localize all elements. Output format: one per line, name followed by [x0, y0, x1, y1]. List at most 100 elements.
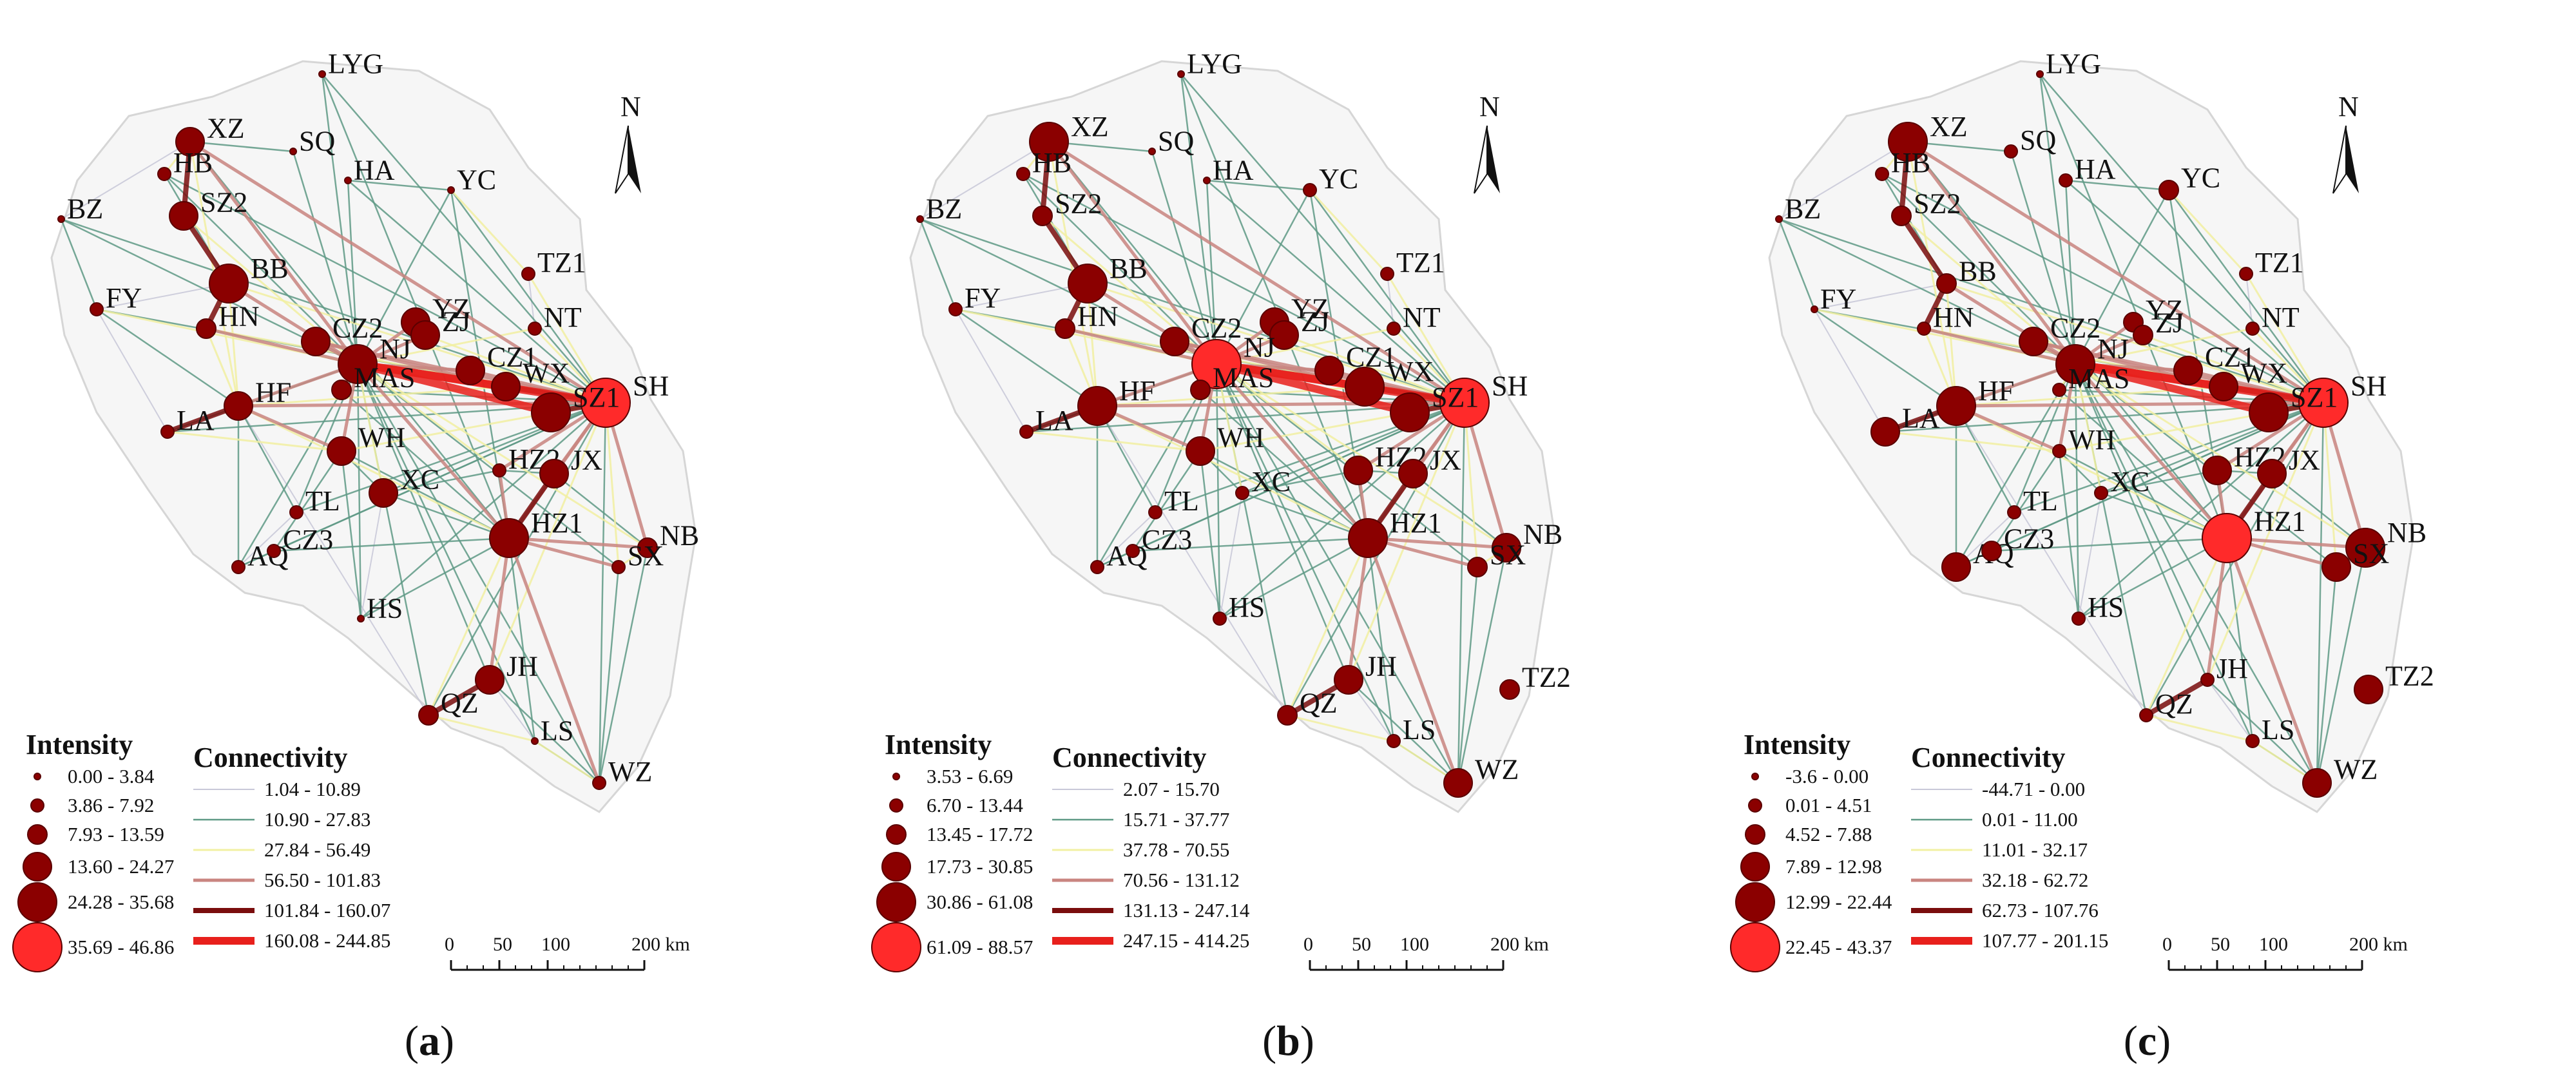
- city-node-HS: [1213, 612, 1227, 626]
- city-node-NJ: [338, 344, 378, 384]
- intensity-legend-label: 61.09 - 88.57: [927, 936, 1033, 958]
- link-LA-WH: [1025, 430, 1202, 452]
- link-XZ-NJ: [1906, 140, 2077, 366]
- city-label-LA: LA: [1035, 405, 1073, 436]
- city-label-CZ2: CZ2: [332, 312, 383, 343]
- city-label-XC: XC: [1251, 466, 1291, 497]
- city-node-LYG: [1177, 70, 1185, 78]
- city-label-LYG: LYG: [328, 48, 383, 80]
- panel-caption: (c): [2123, 1017, 2171, 1065]
- link-ZJ-SH: [424, 334, 607, 404]
- city-label-QZ: QZ: [2155, 688, 2193, 720]
- link-BB-HF: [227, 282, 240, 407]
- intensity-legend-label: 7.89 - 12.98: [1785, 855, 1882, 878]
- north-arrow-right: [2332, 125, 2347, 194]
- city-node-WZ: [1443, 768, 1473, 798]
- link-CZ3-WH: [273, 450, 343, 552]
- connectivity-legend: Connectivity 1.04 - 10.89 10.90 - 27.83 27.…: [193, 742, 390, 952]
- link-XZ-HZ1: [189, 140, 510, 539]
- link-NB-SH: [2321, 401, 2367, 550]
- link-QZ-HZ1: [2145, 537, 2228, 717]
- city-label-WH: WH: [358, 421, 405, 453]
- scale-bar-label: 50: [2211, 934, 2230, 955]
- city-label-CZ1: CZ1: [487, 341, 537, 372]
- city-node-LA: [1019, 425, 1033, 439]
- city-node-CZ1: [2173, 356, 2203, 385]
- city-label-ZJ: ZJ: [442, 305, 470, 337]
- connectivity-legend-label: 131.13 - 247.14: [1123, 899, 1250, 921]
- link-LS-HZ1: [2225, 537, 2254, 742]
- connectivity-legend-label: 107.77 - 201.15: [1982, 929, 2108, 952]
- city-node-BB: [1936, 273, 1957, 294]
- link-FY-HF: [95, 308, 240, 407]
- link-HZ2-NJ: [2074, 363, 2218, 472]
- city-node-LYG: [318, 70, 326, 78]
- city-label-BB: BB: [1959, 256, 1997, 287]
- link-XC-WH: [2058, 450, 2102, 494]
- intensity-legend-symbol: [886, 824, 907, 845]
- city-label-HB: HB: [173, 147, 213, 178]
- link-SX-SH: [2322, 401, 2338, 568]
- link-HZ2-NJ: [1215, 363, 1360, 472]
- link-BB-NJ: [1086, 282, 1218, 366]
- city-label-LYG: LYG: [1187, 48, 1242, 80]
- link-JH-QZ: [2144, 677, 2210, 718]
- scale-bar-label: 100: [2259, 934, 2288, 955]
- city-label-HS: HS: [2088, 592, 2124, 623]
- link-HA-SH: [2064, 179, 2325, 404]
- city-label-WH: WH: [2068, 424, 2115, 456]
- link-JX-NB: [1412, 472, 1508, 549]
- link-LYG-NJ: [321, 73, 359, 365]
- city-node-NB: [1492, 533, 1521, 563]
- connectivity-legend-label: 2.07 - 15.70: [1123, 778, 1220, 800]
- city-node-AQ: [1090, 560, 1104, 574]
- link-NB-SH: [1463, 401, 1508, 550]
- city-node-SH: [1439, 378, 1490, 428]
- connectivity-legend-label: 62.73 - 107.76: [1982, 899, 2099, 921]
- link-MAS-HZ1: [1199, 389, 1369, 539]
- city-node-WH: [1186, 436, 1215, 466]
- link-WZ-SH: [2316, 401, 2325, 784]
- link-LS-QZ: [1286, 714, 1395, 742]
- link-CZ3-HZ1: [1131, 537, 1369, 552]
- link-FY-LA: [96, 309, 168, 432]
- city-node-TL: [1148, 505, 1162, 519]
- link-XZ-HZ1: [1048, 140, 1369, 539]
- city-node-HF: [1077, 386, 1117, 426]
- city-label-SZ2: SZ2: [200, 186, 247, 218]
- link-XC-HZ1: [1241, 492, 1369, 539]
- city-node-BZ: [57, 215, 65, 223]
- city-node-SZ1: [1390, 392, 1430, 432]
- city-node-CZ3: [267, 544, 281, 558]
- city-node-TL: [2007, 505, 2021, 519]
- link-YC-SH: [1309, 189, 1466, 404]
- link-HF-NJ: [1954, 362, 2077, 408]
- link-HZ1-JH: [488, 536, 511, 682]
- link-LS-QZ: [2145, 714, 2254, 742]
- link-HA-YC: [347, 179, 452, 191]
- city-node-HN: [1055, 318, 1075, 339]
- link-QZ-HF: [238, 405, 429, 716]
- scale-bar-label: 0: [1303, 934, 1313, 955]
- link-FY-LA: [955, 309, 1027, 432]
- link-YC-SH: [2167, 189, 2325, 404]
- city-label-CZ2: CZ2: [1191, 312, 1242, 343]
- city-label-WX: WX: [523, 357, 570, 389]
- city-label-SZ1: SZ1: [2291, 381, 2338, 413]
- connectivity-legend: Connectivity 2.07 - 15.70 15.71 - 37.77 37.…: [1052, 742, 1250, 952]
- city-label-NB: NB: [1523, 518, 1562, 550]
- panel-a: LYG XZ SQ HB HA YC BZ SZ2 BB TZ1 FY YZ HN CZ2 ZJ NT HF NJ…: [0, 0, 859, 1080]
- city-label-XZ: XZ: [1071, 111, 1109, 142]
- scale-bar-label: 0: [2162, 934, 2172, 955]
- city-node-QZ: [418, 705, 439, 726]
- city-label-HN: HN: [218, 301, 260, 333]
- city-node-NB: [2345, 528, 2385, 568]
- link-HB-SH: [163, 173, 607, 404]
- link-BB-HF: [1086, 282, 1099, 407]
- city-node-XC: [2094, 486, 2108, 500]
- city-node-HA: [1203, 177, 1211, 184]
- link-LS-HZ1: [1367, 537, 1395, 742]
